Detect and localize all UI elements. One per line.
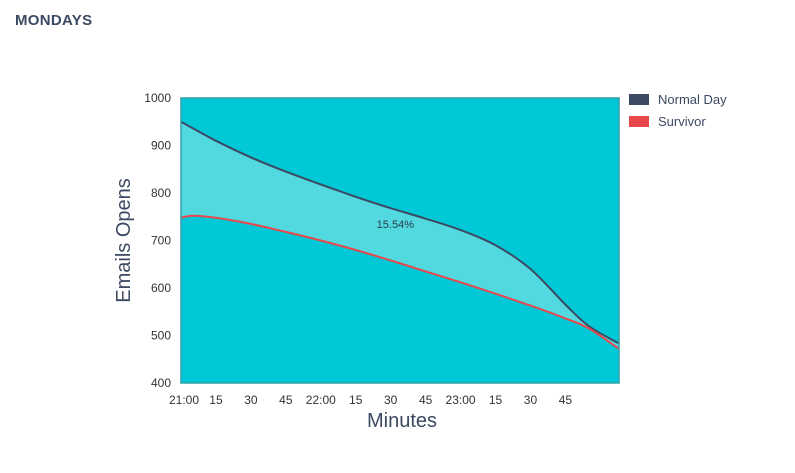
y-tick-label: 500 bbox=[151, 329, 171, 343]
x-tick-label: 22:00 bbox=[306, 393, 336, 407]
x-tick-label: 30 bbox=[524, 393, 538, 407]
legend-swatch bbox=[629, 94, 649, 105]
y-tick-label: 900 bbox=[151, 139, 171, 153]
legend: Normal Day Survivor bbox=[629, 92, 727, 129]
x-axis-title: Minutes bbox=[367, 410, 437, 432]
y-tick-label: 600 bbox=[151, 281, 171, 295]
x-tick-label: 30 bbox=[244, 393, 258, 407]
x-tick-label: 15 bbox=[209, 393, 223, 407]
x-tick-label: 15 bbox=[349, 393, 363, 407]
x-tick-label: 23:00 bbox=[446, 393, 476, 407]
x-axis-ticks: 21:00 15 30 45 22:00 15 30 45 23:00 15 30 45 bbox=[169, 393, 572, 407]
x-tick-label: 21:00 bbox=[169, 393, 199, 407]
series-line-survivor bbox=[180, 214, 620, 350]
difference-band bbox=[181, 121, 619, 349]
legend-label: Survivor bbox=[658, 114, 706, 129]
x-tick-label: 45 bbox=[419, 393, 433, 407]
y-axis-ticks: 400 500 600 700 800 900 1000 bbox=[144, 91, 171, 390]
y-axis-title: Emails Opens bbox=[113, 178, 135, 303]
x-tick-label: 45 bbox=[279, 393, 293, 407]
y-tick-label: 700 bbox=[151, 234, 171, 248]
legend-swatch bbox=[629, 116, 649, 127]
x-tick-label: 45 bbox=[559, 393, 573, 407]
legend-label: Normal Day bbox=[658, 92, 727, 107]
y-tick-label: 800 bbox=[151, 186, 171, 200]
y-tick-label: 1000 bbox=[144, 91, 171, 105]
x-tick-label: 30 bbox=[384, 393, 398, 407]
difference-annotation: 15.54% bbox=[377, 219, 415, 231]
y-tick-label: 400 bbox=[151, 376, 171, 390]
page-title: MONDAYS bbox=[15, 12, 93, 29]
x-tick-label: 15 bbox=[489, 393, 503, 407]
series-line-normal-day bbox=[180, 120, 620, 345]
plot-frame bbox=[180, 97, 620, 384]
